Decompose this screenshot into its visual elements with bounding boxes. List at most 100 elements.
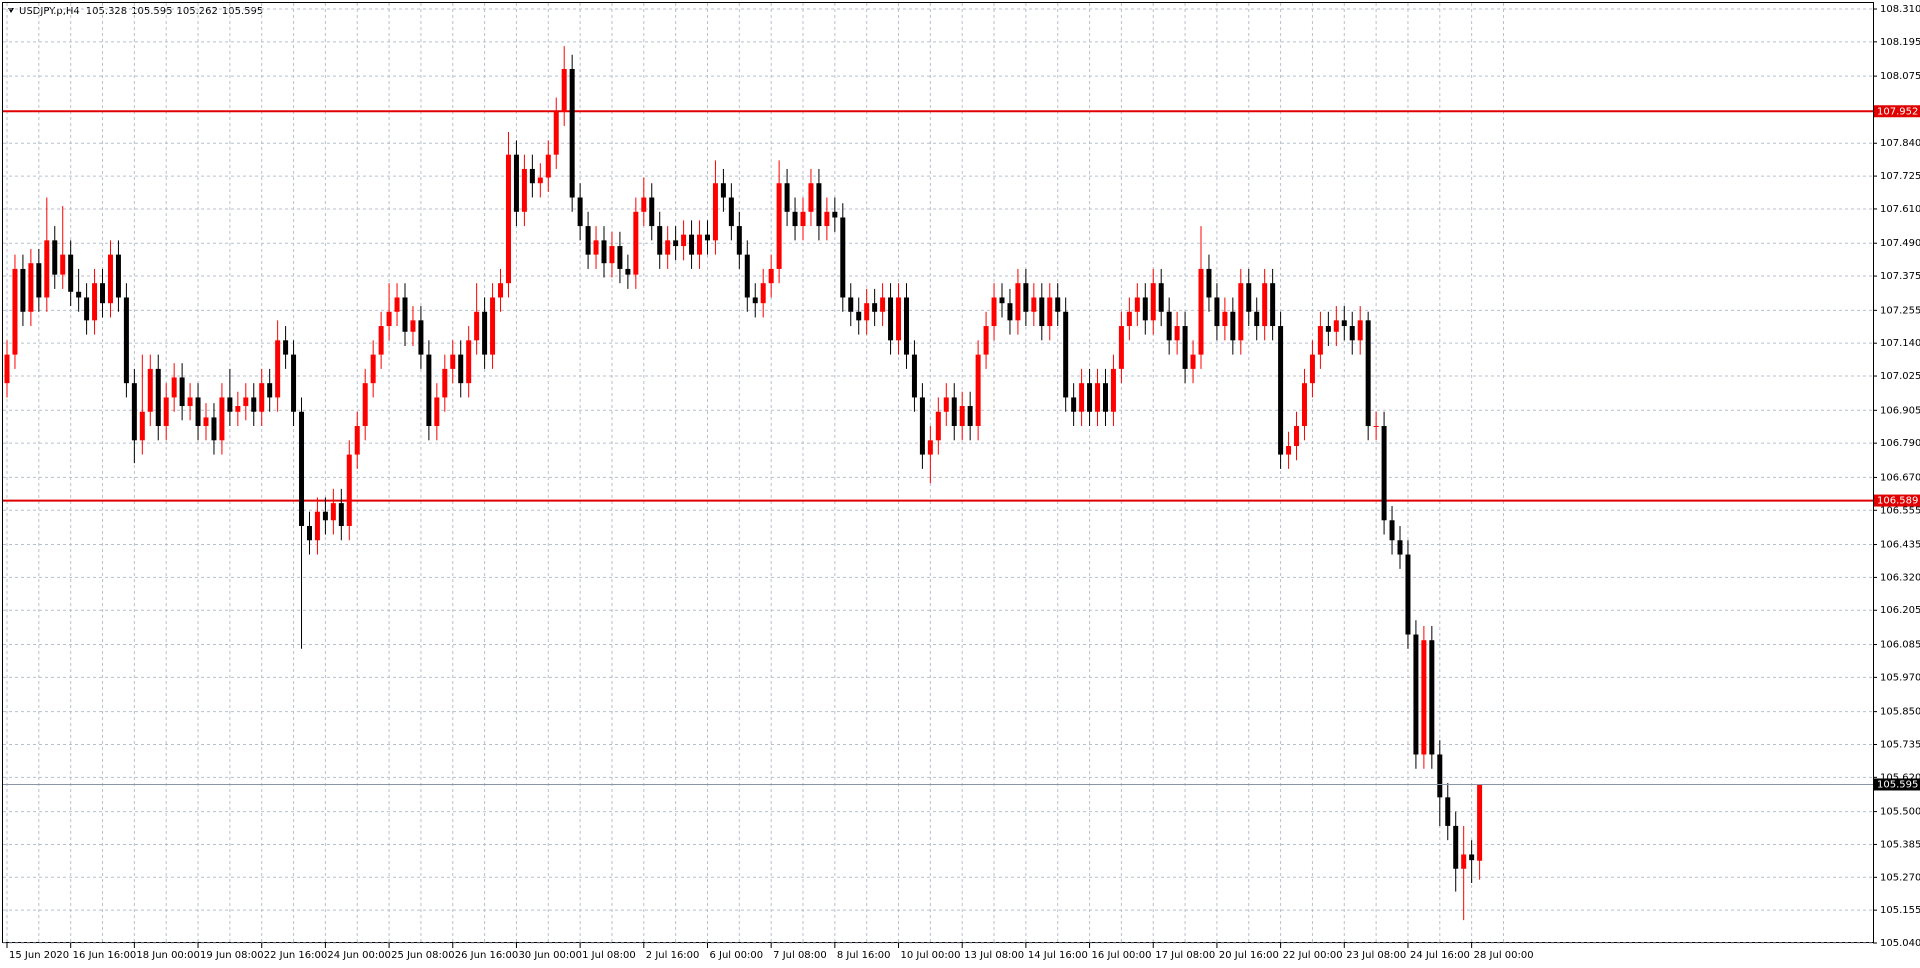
candle-body (1126, 311, 1132, 327)
candle-body (888, 297, 894, 341)
x-tick-label: 22 Jun 16:00 (264, 950, 328, 961)
candle-body (1110, 368, 1116, 412)
candle-body (1150, 283, 1156, 321)
candle-body (4, 354, 10, 384)
x-tick-label: 26 Jun 16:00 (455, 950, 519, 961)
candle-body (1294, 426, 1300, 447)
candle-body (426, 354, 432, 427)
y-tick-label: 106.555 (1880, 505, 1920, 516)
candle-body (1278, 326, 1284, 455)
candle-body (728, 197, 734, 227)
candle-body (12, 268, 18, 355)
candle-body (1309, 354, 1315, 384)
x-tick-label: 13 Jul 08:00 (964, 950, 1024, 961)
candle-body (553, 111, 559, 155)
candle-body (1015, 283, 1021, 321)
candle-body (100, 283, 106, 304)
candle-body (760, 283, 766, 304)
candle-body (673, 240, 679, 247)
candle-body (975, 354, 981, 427)
candle-body (681, 234, 687, 247)
candle-body (1071, 397, 1077, 412)
candle-body (991, 297, 997, 327)
candle-body (1405, 554, 1411, 635)
candle-body (490, 297, 496, 355)
x-tick-label: 28 Jul 00:00 (1474, 950, 1534, 961)
candle-body (1254, 311, 1260, 327)
candle-body (442, 368, 448, 398)
candle-body (386, 311, 392, 327)
candle-body (848, 297, 854, 312)
candle-body (346, 454, 352, 526)
candle-body (792, 211, 798, 227)
candle-body (418, 320, 424, 355)
y-tick-label: 108.075 (1880, 71, 1920, 82)
candle-body (529, 168, 535, 184)
y-tick-label: 106.085 (1880, 640, 1920, 651)
candle-body (354, 426, 360, 455)
candle-body (482, 311, 488, 355)
candle-body (171, 377, 177, 398)
y-tick-label: 107.840 (1880, 138, 1920, 149)
candle-body (967, 406, 973, 427)
candle-body (744, 254, 750, 298)
candle-body (76, 291, 82, 298)
candle-body (657, 226, 663, 255)
candle-body (394, 297, 400, 312)
y-tick-label: 105.155 (1880, 905, 1920, 916)
candle-body (665, 240, 671, 255)
candle-body (585, 226, 591, 255)
candle-body (20, 268, 26, 312)
ohlc-readout: 105.262 (177, 6, 218, 17)
candle-body (1055, 297, 1061, 312)
candle-body (458, 354, 464, 384)
y-tick-label: 106.670 (1880, 472, 1920, 483)
y-tick-label: 106.205 (1880, 605, 1920, 616)
candle-body (1270, 283, 1276, 327)
candle-body (84, 297, 90, 321)
y-tick-label: 108.310 (1880, 4, 1920, 15)
candle-body (60, 254, 66, 275)
candle-body (935, 411, 941, 441)
candle-body (1079, 383, 1085, 412)
x-tick-label: 16 Jul 00:00 (1092, 950, 1152, 961)
y-tick-label: 106.435 (1880, 540, 1920, 551)
candle-body (115, 254, 121, 298)
chart-title: USDJPY.p,H4 (19, 6, 80, 17)
candle-body (784, 183, 790, 212)
x-tick-label: 16 Jun 16:00 (73, 950, 137, 961)
candle-body (1246, 283, 1252, 312)
candle-body (1286, 446, 1292, 455)
candle-body (498, 283, 504, 298)
candle-body (155, 368, 161, 427)
candle-body (903, 297, 909, 355)
x-tick-label: 30 Jun 00:00 (518, 950, 582, 961)
candle-body (1341, 320, 1347, 327)
candle-body (1166, 311, 1172, 341)
candle-body (872, 303, 878, 312)
candle-body (235, 406, 241, 412)
candle-body (52, 240, 58, 275)
candle-body (1429, 640, 1435, 755)
candle-body (601, 240, 607, 264)
candle-body (1349, 326, 1355, 341)
ohlc-readout: 105.328 (86, 6, 127, 17)
candle-body (1134, 297, 1140, 312)
candle-body (720, 183, 726, 198)
y-tick-label: 105.850 (1880, 707, 1920, 718)
candle-body (1214, 297, 1220, 327)
candle-body (625, 268, 631, 275)
candle-body (410, 320, 416, 332)
level-label-box (1874, 494, 1920, 507)
bid-label: 105.595 (1877, 779, 1918, 790)
candle-body (1047, 297, 1053, 327)
candle-body (450, 354, 456, 369)
candle-body (299, 411, 305, 526)
candle-body (267, 383, 273, 398)
candle-body (306, 525, 312, 541)
candle-body (1102, 383, 1108, 412)
y-tick-label: 105.735 (1880, 739, 1920, 750)
ohlc-readout: 105.595 (222, 6, 263, 17)
candle-body (633, 211, 639, 275)
